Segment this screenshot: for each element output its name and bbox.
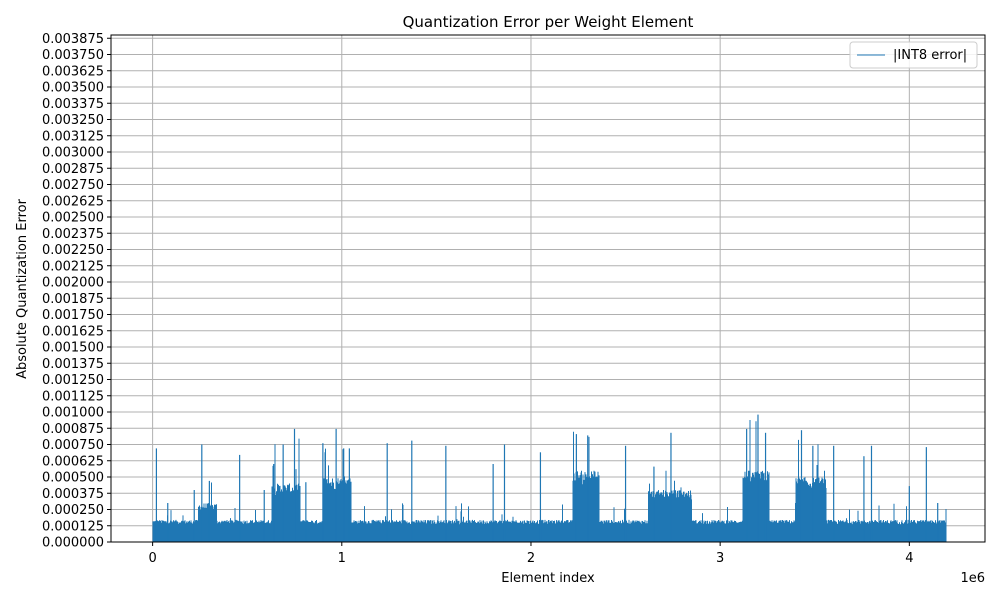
y-tick-label: 0.000750 [42,438,104,453]
y-tick-label: 0.003125 [42,129,104,144]
x-axis-label: Element index [501,571,595,586]
x-tick-label: 4 [905,551,913,566]
y-tick-label: 0.001000 [42,406,104,421]
y-tick-label: 0.003250 [42,113,104,128]
y-tick-label: 0.003500 [42,81,104,96]
y-tick-label: 0.002375 [42,227,104,242]
x-tick-label: 0 [148,551,156,566]
y-tick-label: 0.000500 [42,471,104,486]
y-tick-label: 0.003375 [42,97,104,112]
y-tick-label: 0.000625 [42,454,104,469]
y-tick-label: 0.001750 [42,308,104,323]
error-trace [152,420,947,542]
y-tick-label: 0.001625 [42,324,104,339]
y-tick-label: 0.001125 [42,389,104,404]
y-tick-label: 0.000375 [42,487,104,502]
y-tick-label: 0.000000 [42,536,104,551]
x-tick-label: 3 [716,551,724,566]
legend: |INT8 error| [849,41,978,69]
y-tick-label: 0.001250 [42,373,104,388]
y-tick-label: 0.002125 [42,259,104,274]
y-tick-label: 0.002750 [42,178,104,193]
x-tick-label: 1 [338,551,346,566]
y-tick-label: 0.001375 [42,357,104,372]
y-tick-label: 0.000875 [42,422,104,437]
y-tick-label: 0.002500 [42,211,104,226]
y-tick-label: 0.002000 [42,276,104,291]
y-tick-label: 0.003625 [42,64,104,79]
y-tick-label: 0.002625 [42,194,104,209]
y-tick-label: 0.000125 [42,519,104,534]
x-tick-label: 2 [527,551,535,566]
y-tick-label: 0.003750 [42,48,104,63]
plot-area-frame [110,34,986,543]
legend-box [849,41,978,69]
y-tick-label: 0.003875 [42,32,104,47]
y-tick-label: 0.003000 [42,146,104,161]
legend-series-label: |INT8 error| [893,48,967,63]
y-tick-label: 0.000250 [42,503,104,518]
chart-title: Quantization Error per Weight Element [403,13,694,31]
grid-lines [111,35,985,543]
y-tick-label: 0.001500 [42,341,104,356]
y-tick-label: 0.002250 [42,243,104,258]
y-tick-label: 0.001875 [42,292,104,307]
y-axis-ticks: 0.000000 0.0001250.0002500.0003750.000500… [42,32,111,551]
x-axis-ticks: 0 1 2 3 4 [148,542,913,566]
data-series [152,414,947,542]
y-tick-label: 0.002875 [42,162,104,177]
y-axis-label: Absolute Quantization Error [15,198,30,379]
x-axis-offset-label: 1e6 [960,571,985,586]
